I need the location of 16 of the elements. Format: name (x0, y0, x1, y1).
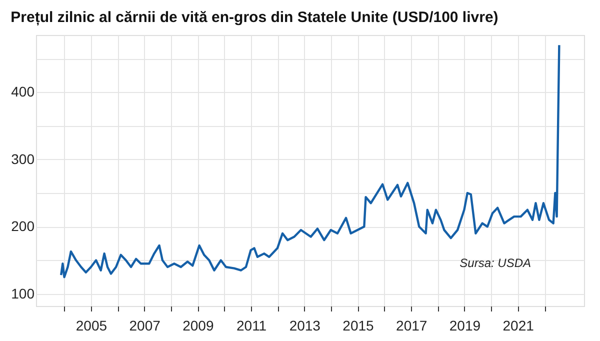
x-tick-label: 2017 (396, 318, 428, 334)
y-tick-label: 100 (11, 285, 35, 302)
y-tick-label: 400 (11, 84, 35, 100)
x-tick-label: 2013 (289, 318, 321, 334)
chart-title: Prețul zilnic al cărnii de vită en-gros din Statele Unite (USD/100 livre) (10, 9, 498, 26)
x-tick-label: 2005 (76, 318, 108, 334)
x-tick-label: 2007 (129, 318, 161, 334)
x-tick-label: 2009 (182, 318, 214, 334)
y-tick-label: 200 (11, 218, 35, 234)
x-tick-label: 2019 (449, 318, 481, 334)
annotation: Sursa: USDA (460, 256, 531, 270)
x-tick-label: 2011 (236, 318, 267, 334)
x-tick-label: 2015 (342, 318, 374, 334)
x-tick-label: 2021 (502, 318, 534, 334)
y-tick-label: 300 (11, 150, 35, 167)
line-series (60, 44, 560, 278)
